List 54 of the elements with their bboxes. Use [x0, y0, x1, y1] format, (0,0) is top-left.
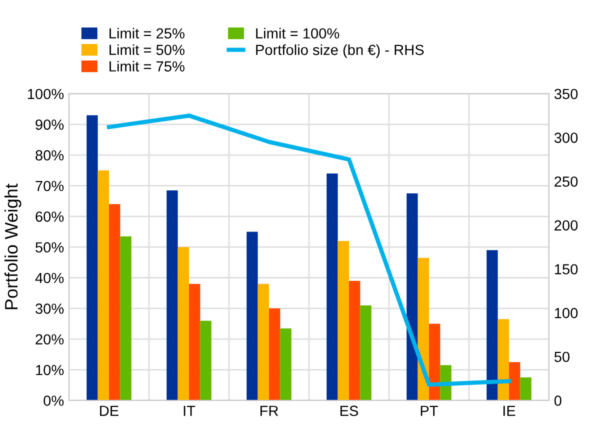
legend-label: Portfolio size (bn €) - RHS: [256, 44, 424, 58]
legend-label: Limit = 75%: [110, 60, 184, 72]
bar: [109, 204, 120, 400]
bar: [326, 173, 338, 400]
bar: [200, 320, 212, 400]
y2-tick-label: 100: [554, 308, 578, 318]
x-tick-label: IE: [503, 406, 516, 416]
y-axis-title: Portfolio Weight: [4, 184, 22, 310]
x-tick-label: FR: [260, 406, 278, 416]
bar: [498, 319, 509, 400]
y2-tick-label: 350: [554, 88, 578, 100]
y2-tick-label: 0: [554, 396, 562, 406]
bar: [360, 305, 372, 400]
y-tick-label: 50%: [36, 242, 64, 253]
legend-label: Limit = 50%: [110, 44, 184, 56]
bar: [349, 280, 360, 400]
y-tick-label: 30%: [36, 304, 64, 314]
y2-tick-label: 50: [554, 352, 570, 362]
y2-tick-label: 200: [554, 220, 578, 231]
y-tick-label: 40%: [35, 272, 64, 284]
bar: [429, 324, 440, 400]
x-tick-label: DE: [100, 406, 119, 416]
y-tick-label: 10%: [36, 364, 64, 376]
bar: [509, 362, 520, 400]
bar: [86, 115, 98, 400]
bar: [246, 232, 258, 400]
legend-label: Limit = 100%: [256, 28, 340, 39]
y-tick-label: 90%: [36, 119, 64, 130]
y-tick-label: 0%: [44, 396, 64, 406]
line-series: [106, 114, 512, 387]
y-tick-label: 70%: [36, 180, 64, 192]
legend-label: Limit = 25%: [110, 28, 184, 39]
bar: [166, 190, 178, 400]
x-tick-label: IT: [184, 406, 196, 416]
x-tick-label: PT: [420, 406, 438, 416]
bar: [269, 308, 280, 400]
bar: [520, 377, 532, 400]
bar: [189, 284, 200, 400]
bar: [258, 284, 269, 400]
bar: [338, 240, 349, 400]
bar: [486, 250, 498, 400]
bar: [120, 236, 132, 400]
bar: [280, 328, 292, 400]
bar: [98, 170, 109, 400]
y-tick-label: 80%: [36, 150, 64, 160]
y-tick-label: 60%: [36, 212, 64, 222]
y2-tick-label: 300: [554, 132, 578, 143]
x-tick-label: ES: [340, 406, 358, 416]
y2-tick-label: 250: [554, 176, 578, 187]
y-tick-label: 20%: [36, 334, 64, 345]
y-tick-label: 100%: [28, 88, 64, 100]
bar: [178, 247, 189, 400]
y2-tick-label: 150: [554, 264, 578, 274]
bar: [406, 193, 418, 400]
